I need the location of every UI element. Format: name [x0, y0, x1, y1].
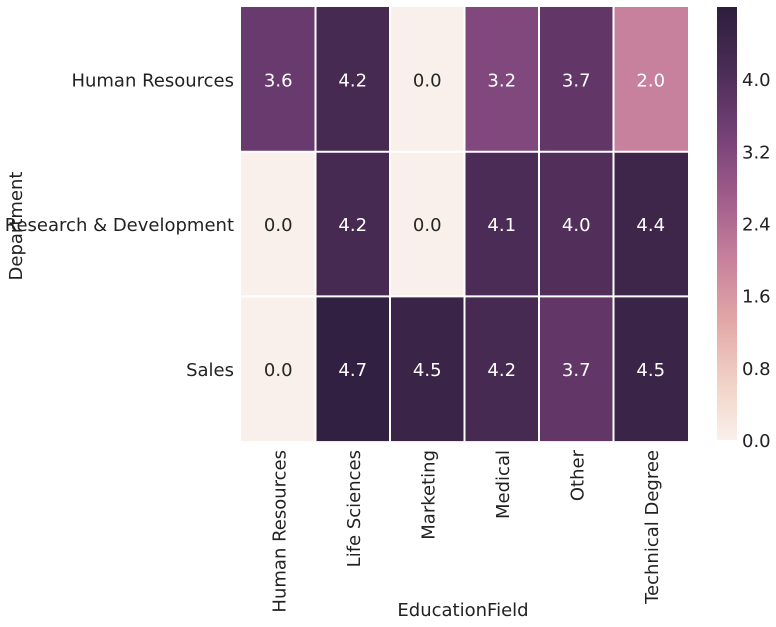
colorbar: 0.0 0.8 1.6 2.4 3.2 4.0 [717, 7, 771, 452]
cell-grid [241, 7, 688, 442]
cell-value-label: 3.7 [562, 70, 591, 91]
colorbar-tick-label: 2.4 [742, 215, 771, 236]
cell-value-label: 4.4 [636, 215, 665, 236]
heatmap-cell [315, 296, 390, 442]
y-tick-label: Sales [186, 360, 234, 381]
y-axis-label: Department [6, 172, 27, 281]
heatmap-cell [390, 296, 465, 442]
heatmap-cell [390, 151, 465, 297]
x-axis-label: EducationField [397, 600, 528, 621]
y-tick-label: Human Resources [71, 70, 234, 91]
cell-value-label: 4.5 [636, 360, 665, 381]
cell-value-label: 3.6 [264, 70, 293, 91]
heatmap-cell [539, 151, 614, 297]
heatmap-cell [241, 151, 316, 297]
x-tick-label: Life Sciences [344, 450, 365, 567]
cell-value-label: 4.5 [413, 360, 442, 381]
cell-value-labels: 3.6 4.2 0.0 3.2 3.7 2.0 0.0 4.2 0.0 4.1 4.0 4.4 0.0 4… [264, 70, 665, 380]
x-tick-label: Marketing [418, 450, 439, 540]
cell-value-label: 4.2 [338, 215, 367, 236]
cell-value-label: 3.2 [487, 70, 516, 91]
x-tick-label: Other [567, 449, 588, 501]
x-tick-label: Human Resources [269, 450, 290, 613]
colorbar-tick-label: 3.2 [742, 142, 771, 163]
cell-value-label: 0.0 [264, 215, 293, 236]
heatmap-cell [241, 7, 316, 152]
cell-value-label: 0.0 [264, 360, 293, 381]
heatmap-cell [315, 151, 390, 297]
heatmap-cell [315, 7, 390, 152]
y-tick-labels: Human Resources Research & Development Sal… [5, 70, 234, 380]
heatmap-cells [241, 7, 688, 442]
cell-value-label: 2.0 [636, 70, 665, 91]
colorbar-tick-label: 1.6 [742, 287, 771, 308]
cell-value-label: 4.2 [487, 360, 516, 381]
heatmap-cell [539, 7, 614, 152]
heatmap-cell [464, 7, 539, 152]
heatmap-cell [539, 296, 614, 442]
y-tick-label: Research & Development [5, 215, 234, 236]
cell-value-label: 4.0 [562, 215, 591, 236]
cell-value-label: 0.0 [413, 70, 442, 91]
heatmap-cell [613, 7, 688, 152]
heatmap-cell [390, 7, 465, 152]
heatmap-cell [464, 296, 539, 442]
x-tick-labels: Human Resources Life Sciences Marketing Med… [269, 449, 663, 612]
colorbar-tick-label: 0.8 [742, 359, 771, 380]
colorbar-tick-label: 4.0 [742, 70, 771, 91]
heatmap-cell [464, 151, 539, 297]
heatmap-cell [613, 151, 688, 297]
cell-value-label: 4.7 [338, 360, 367, 381]
cell-value-label: 4.2 [338, 70, 367, 91]
cell-value-label: 3.7 [562, 360, 591, 381]
cell-value-label: 4.1 [487, 215, 516, 236]
cell-value-label: 0.0 [413, 215, 442, 236]
heatmap-cell [241, 296, 316, 442]
colorbar-tick-label: 0.0 [742, 431, 771, 452]
colorbar-gradient [717, 7, 737, 440]
x-tick-label: Medical [493, 450, 514, 519]
x-tick-label: Technical Degree [642, 450, 663, 605]
heatmap-cell [613, 296, 688, 442]
